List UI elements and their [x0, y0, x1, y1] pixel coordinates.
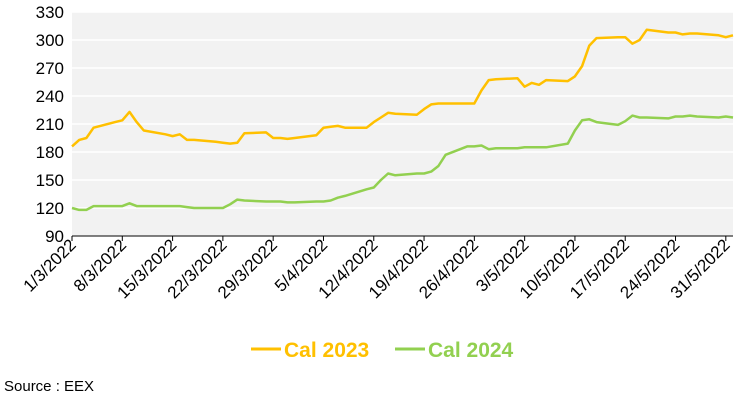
y-tick-label: 300 [36, 31, 64, 50]
legend-label-cal-2023: Cal 2023 [284, 339, 369, 362]
y-axis-ticks: 90 120 150 180 210 240 270 300 330 [36, 3, 64, 246]
y-tick-label: 120 [36, 199, 64, 218]
y-tick-label: 180 [36, 143, 64, 162]
y-tick-label: 270 [36, 59, 64, 78]
y-tick-label: 210 [36, 115, 64, 134]
legend: Cal 2023 Cal 2024 [251, 339, 514, 362]
series-lines [71, 28, 734, 212]
y-tick-label: 90 [45, 227, 64, 246]
legend-label-cal-2024: Cal 2024 [428, 339, 514, 362]
source-note: Source : EEX [4, 378, 95, 395]
y-tick-label: 330 [36, 3, 64, 22]
x-axis: 1/3/20228/3/202215/3/202222/3/202229/3/2… [20, 235, 734, 302]
y-tick-label: 150 [36, 171, 64, 190]
y-tick-label: 240 [36, 87, 64, 106]
series-line-cal-2023 [71, 28, 734, 148]
series-line-cal-2024 [71, 114, 734, 212]
